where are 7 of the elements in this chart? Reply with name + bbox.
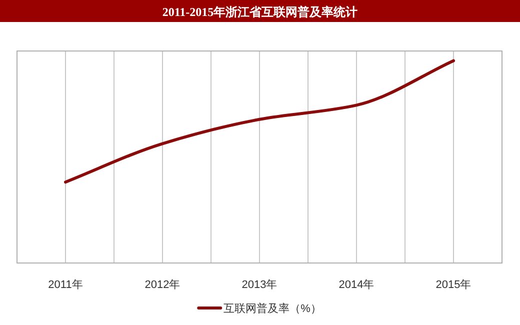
x-tick-label: 2013年	[242, 279, 278, 291]
x-tick-label: 2012年	[144, 279, 180, 291]
chart-title: 2011-2015年浙江省互联网普及率统计	[162, 5, 358, 19]
legend-label: 互联网普及率（%）	[224, 302, 322, 315]
x-tick-label: 2014年	[338, 279, 374, 291]
x-tick-label: 2011年	[48, 279, 83, 291]
x-tick-label: 2015年	[436, 279, 472, 291]
